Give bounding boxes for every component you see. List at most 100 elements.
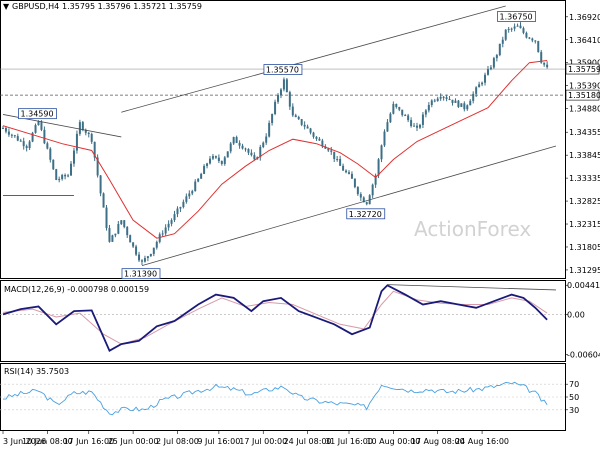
candle-body xyxy=(173,214,176,221)
candle-body xyxy=(433,100,436,102)
candle-body xyxy=(489,67,492,70)
candle-body xyxy=(513,26,516,29)
candle-body xyxy=(460,103,463,107)
candle-body xyxy=(445,97,448,99)
price-tick-label: 1.33845 xyxy=(569,151,600,160)
candle-body xyxy=(34,125,37,133)
candle-body xyxy=(484,74,487,83)
candle-body xyxy=(108,228,111,242)
candle-body xyxy=(129,235,132,243)
level-tag-box xyxy=(565,89,600,101)
candle-body xyxy=(52,159,55,170)
candle-body xyxy=(350,173,353,179)
candle-body xyxy=(49,148,52,160)
price-tick-label: 1.34355 xyxy=(569,128,600,137)
price-label-text: 1.35570 xyxy=(266,66,299,75)
candle-body xyxy=(90,133,93,142)
candle-body xyxy=(543,62,546,65)
candle-body xyxy=(170,220,173,224)
candle-body xyxy=(259,146,262,158)
candle-body xyxy=(247,149,250,153)
moving-average-line xyxy=(2,60,548,239)
candle-body xyxy=(22,141,25,147)
candle-body xyxy=(282,79,285,90)
candle-body xyxy=(96,157,99,176)
candle-body xyxy=(223,157,226,164)
candle-body xyxy=(179,207,182,209)
x-tick-label: 17 Jun 16:00 xyxy=(63,437,114,446)
candle-body xyxy=(28,141,31,148)
rsi-tick-label: 70 xyxy=(569,380,579,389)
candle-body xyxy=(327,148,330,151)
candle-body xyxy=(19,140,22,142)
candle-body xyxy=(271,113,274,124)
candle-body xyxy=(99,175,102,194)
candle-body xyxy=(285,79,288,93)
price-tick-label: 1.32315 xyxy=(569,220,600,229)
price-tick-label: 1.35390 xyxy=(569,82,600,91)
candle-body xyxy=(279,89,282,96)
candle-body xyxy=(315,136,318,139)
candle-body xyxy=(448,98,451,100)
header-symbol: GBPUSD,H4 xyxy=(12,2,59,11)
candle-body xyxy=(209,158,212,164)
candle-body xyxy=(78,122,81,134)
header-ohlc: 1.35795 1.35796 1.35721 1.35759 xyxy=(62,2,202,11)
candle-body xyxy=(4,128,7,132)
x-tick-label: 3 Jun 2026 xyxy=(3,437,46,446)
candle-body xyxy=(395,103,398,108)
candle-body xyxy=(421,114,424,125)
candle-body xyxy=(138,254,141,261)
candle-body xyxy=(486,69,489,75)
price-tick-label: 1.35900 xyxy=(569,59,600,68)
candle-body xyxy=(232,137,235,144)
candle-body xyxy=(211,156,214,159)
candle-body xyxy=(312,132,315,137)
x-tick-label: 17 Jul 00:00 xyxy=(239,437,287,446)
candle-body xyxy=(244,148,247,150)
candle-body xyxy=(253,155,256,160)
candle-body xyxy=(516,25,519,27)
candle-body xyxy=(342,165,345,171)
candle-body xyxy=(2,127,4,129)
candle-body xyxy=(374,175,377,185)
candle-body xyxy=(291,106,294,116)
candle-body xyxy=(439,96,442,99)
candle-body xyxy=(117,224,120,234)
candle-body xyxy=(427,104,430,111)
candle-body xyxy=(371,184,374,196)
macd-tick-label: 0.00 xyxy=(567,310,585,319)
price-label-box xyxy=(346,208,386,220)
candle-body xyxy=(451,99,454,103)
candle-body xyxy=(492,58,495,68)
candle-body xyxy=(167,223,170,228)
candle-body xyxy=(495,55,498,59)
candle-body xyxy=(238,142,241,146)
candle-body xyxy=(347,172,350,174)
candle-body xyxy=(404,115,407,117)
candle-body xyxy=(250,152,253,156)
candle-body xyxy=(194,181,197,192)
candle-body xyxy=(197,178,200,182)
candle-body xyxy=(537,41,540,53)
candle-body xyxy=(356,187,359,195)
candle-body xyxy=(380,145,383,160)
candle-body xyxy=(309,128,312,133)
candle-body xyxy=(297,116,300,120)
candle-body xyxy=(152,247,155,254)
candle-body xyxy=(185,196,188,202)
candle-body xyxy=(413,125,416,127)
candle-body xyxy=(534,40,537,42)
price-label-box xyxy=(263,64,303,75)
macd-panel-frame xyxy=(0,280,566,362)
candle-body xyxy=(235,137,238,143)
candle-body xyxy=(389,113,392,123)
header-icon: ▼ xyxy=(3,2,10,11)
candle-body xyxy=(102,193,105,208)
candle-body xyxy=(140,260,143,262)
candle-body xyxy=(300,119,303,125)
candle-body xyxy=(303,124,306,127)
candle-body xyxy=(146,256,149,259)
candle-body xyxy=(540,52,543,63)
